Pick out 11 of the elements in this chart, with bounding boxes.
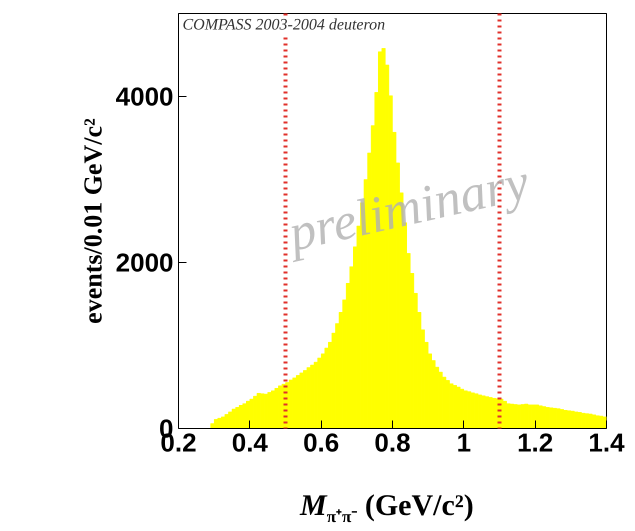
x-tick-label: 1 xyxy=(456,428,472,458)
x-tick-label: 0.6 xyxy=(303,428,340,458)
y-axis-title: events/0.01 GeV/c² xyxy=(78,118,108,324)
x-axis-title: M$_{π⁺π⁻}$ (GeV/c²) xyxy=(298,488,475,528)
y-tick-label: 4000 xyxy=(116,82,174,112)
x-tick-label: 0.8 xyxy=(374,428,411,458)
annotation: COMPASS 2003-2004 deuteron xyxy=(182,16,386,34)
x-tick-label: 1.2 xyxy=(517,428,554,458)
x-tick-label: 0.4 xyxy=(232,428,268,458)
y-tick-label: 2000 xyxy=(116,248,174,278)
x-tick-label: 1.4 xyxy=(588,428,626,458)
